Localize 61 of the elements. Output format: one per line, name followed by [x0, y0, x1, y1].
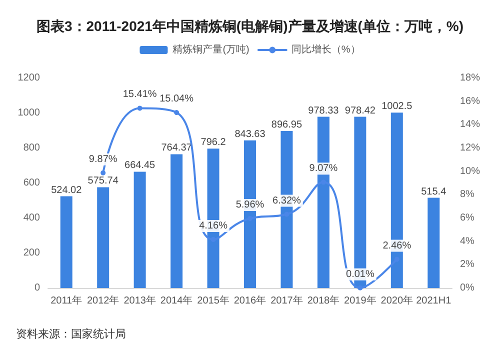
- y-tick-label: 1200: [18, 72, 40, 84]
- data-label: 764.37: [161, 142, 192, 154]
- data-label: 843.63: [234, 128, 266, 140]
- legend-label: 精炼铜产量(万吨): [172, 44, 250, 56]
- y-tick-label: 800: [23, 142, 40, 154]
- x-tick-label: 2014年: [160, 294, 193, 306]
- x-tick-label: 2016年: [234, 294, 266, 306]
- data-label: 978.42: [344, 105, 376, 116]
- data-label: 15.04%: [160, 94, 194, 105]
- data-label: 575.74: [88, 176, 119, 187]
- data-label: 15.41%: [122, 89, 157, 100]
- point: [174, 110, 180, 116]
- data-label: 978.33: [308, 105, 340, 116]
- data-label: 6.32%: [272, 195, 302, 206]
- x-tick-label: 2018年: [307, 294, 340, 306]
- point: [100, 170, 106, 176]
- x-tick-label: 2015年: [197, 294, 230, 306]
- y2-tick-label: 16%: [460, 96, 480, 107]
- y-tick-label: 200: [23, 248, 40, 258]
- y2-tick-label: 6%: [460, 212, 475, 224]
- data-label: 664.45: [124, 160, 156, 172]
- data-label: 524.02: [51, 184, 82, 196]
- data-label: 9.87%: [88, 154, 118, 165]
- y-tick-label: 600: [23, 178, 40, 188]
- x-tick-label: 2011年: [50, 294, 82, 306]
- y2-tick-label: 2%: [460, 259, 475, 270]
- x-tick-label: 2017年: [270, 294, 303, 306]
- data-label: 1002.5: [382, 101, 413, 112]
- x-tick-label: 2021H1: [416, 296, 452, 306]
- x-tick-label: 2013年: [124, 294, 156, 306]
- data-label: 515.4: [421, 186, 447, 198]
- data-label: 9.07%: [309, 163, 338, 174]
- chart-title: 图表3：2011-2021年中国精炼铜(电解铜)产量及增速(单位：万吨，%): [36, 18, 464, 34]
- data-label: 0.01%: [346, 268, 374, 280]
- y2-tick-label: 4%: [460, 236, 475, 247]
- data-label: 796.2: [200, 137, 226, 148]
- y2-tick-label: 10%: [460, 166, 480, 177]
- y2-tick-label: 18%: [460, 72, 480, 84]
- data-label: 4.16%: [199, 220, 228, 232]
- y2-tick-label: 8%: [460, 189, 475, 200]
- y-tick-label: 0: [34, 282, 40, 294]
- text: 资料来源：国家统计局: [16, 328, 126, 340]
- data-label: 2.46%: [382, 240, 412, 252]
- y2-tick-label: 12%: [460, 142, 480, 154]
- bar: [428, 198, 440, 288]
- bar: [60, 196, 72, 288]
- y2-tick-label: 14%: [460, 119, 480, 130]
- point: [137, 106, 142, 111]
- y-tick-label: 1000: [18, 108, 40, 118]
- data-label: 896.95: [271, 120, 302, 131]
- x-tick-label: 2012年: [86, 294, 120, 306]
- bar: [97, 187, 110, 288]
- x-tick-label: 2020年: [380, 294, 414, 306]
- y2-tick-label: 0%: [460, 282, 475, 294]
- point: [358, 285, 363, 290]
- data-label: 5.96%: [236, 199, 264, 210]
- legend-label: 同比增长（%）: [291, 44, 360, 56]
- y-tick-label: 400: [23, 212, 40, 224]
- bar: [134, 172, 146, 288]
- bar: [170, 154, 183, 288]
- x-tick-label: 2019年: [344, 294, 376, 306]
